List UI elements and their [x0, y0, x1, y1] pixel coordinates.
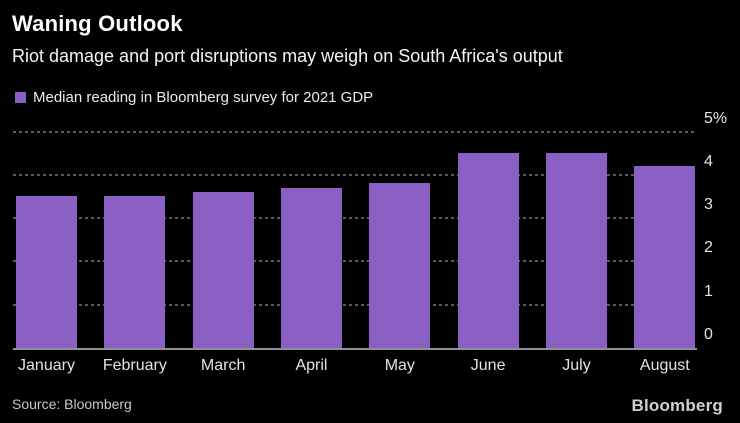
zero-baseline [13, 348, 697, 350]
bar-august [634, 166, 696, 348]
gridline-2 [13, 260, 697, 263]
bar-april [280, 187, 342, 348]
x-tick-label-february: February [102, 357, 167, 374]
y-tick-label-4: 4 [704, 152, 713, 170]
chart-title: Waning Outlook [12, 11, 183, 36]
bar-chart-plot-area [13, 130, 697, 350]
chart-subtitle: Riot damage and port disruptions may wei… [12, 46, 563, 66]
x-tick-label-may: May [384, 357, 415, 374]
x-tick-label-june: June [470, 357, 506, 374]
x-tick-label-august: August [639, 357, 690, 374]
gridline-4 [13, 173, 697, 176]
bar-july [545, 153, 607, 348]
bar-march [192, 192, 254, 348]
legend-swatch-icon [15, 92, 26, 103]
source-note: Source: Bloomberg [12, 396, 132, 412]
y-tick-label-1: 1 [704, 282, 713, 300]
chart-legend: Median reading in Bloomberg survey for 2… [15, 89, 373, 106]
bar-february [104, 196, 166, 348]
y-tick-label-0: 0 [704, 326, 713, 343]
x-tick-label-march: March [200, 357, 246, 374]
y-tick-label-5: 5% [704, 109, 728, 127]
y-tick-label-2: 2 [704, 239, 713, 257]
bar-january [16, 196, 77, 348]
gridline-3 [13, 217, 697, 220]
x-tick-label-april: April [295, 357, 328, 374]
y-tick-label-3: 3 [704, 196, 713, 214]
bar-may [369, 183, 431, 348]
x-tick-label-july: July [562, 357, 591, 374]
x-tick-label-january: January [18, 357, 75, 374]
bar-june [457, 153, 519, 348]
legend-label: Median reading in Bloomberg survey for 2… [33, 89, 374, 106]
bloomberg-logo: Bloomberg [631, 396, 723, 415]
gridline-1 [13, 303, 697, 306]
gridline-5 [13, 130, 697, 133]
